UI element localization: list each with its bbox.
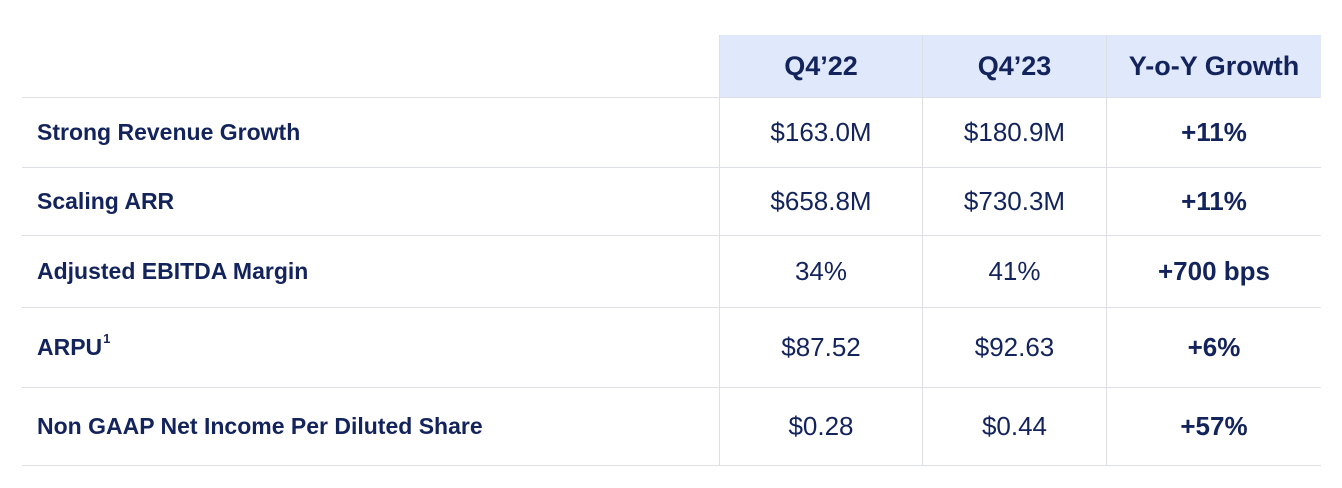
cell-yoy: +6% — [1106, 308, 1321, 387]
row-label: Adjusted EBITDA Margin — [22, 236, 719, 307]
table-header-row: Q4’22 Q4’23 Y-o-Y Growth — [22, 35, 1321, 98]
cell-q4-23: $730.3M — [922, 168, 1106, 235]
row-label: Scaling ARR — [22, 168, 719, 235]
cell-q4-23: $92.63 — [922, 308, 1106, 387]
cell-q4-23: $0.44 — [922, 388, 1106, 465]
header-q4-22: Q4’22 — [719, 35, 922, 97]
table-row: Strong Revenue Growth $163.0M $180.9M +1… — [22, 98, 1321, 168]
cell-yoy: +57% — [1106, 388, 1321, 465]
cell-q4-22: $0.28 — [719, 388, 922, 465]
cell-q4-23: 41% — [922, 236, 1106, 307]
table-row: ARPU 1 $87.52 $92.63 +6% — [22, 308, 1321, 388]
row-label: Strong Revenue Growth — [22, 98, 719, 167]
row-label-text: ARPU — [37, 334, 103, 360]
table-row: Non GAAP Net Income Per Diluted Share $0… — [22, 388, 1321, 466]
row-label-text: Adjusted EBITDA Margin — [37, 258, 309, 284]
table-row: Scaling ARR $658.8M $730.3M +11% — [22, 168, 1321, 236]
row-label-text: Scaling ARR — [37, 188, 175, 214]
row-label-text: Non GAAP Net Income Per Diluted Share — [37, 413, 483, 439]
header-blank-cell — [22, 35, 719, 97]
header-yoy-growth: Y-o-Y Growth — [1106, 35, 1321, 97]
cell-yoy: +11% — [1106, 168, 1321, 235]
row-label: ARPU 1 — [22, 308, 719, 387]
cell-yoy: +11% — [1106, 98, 1321, 167]
cell-q4-23: $180.9M — [922, 98, 1106, 167]
table-row: Adjusted EBITDA Margin 34% 41% +700 bps — [22, 236, 1321, 308]
cell-q4-22: $87.52 — [719, 308, 922, 387]
cell-q4-22: $163.0M — [719, 98, 922, 167]
cell-yoy: +700 bps — [1106, 236, 1321, 307]
cell-q4-22: $658.8M — [719, 168, 922, 235]
footnote-marker: 1 — [103, 331, 111, 346]
header-q4-23: Q4’23 — [922, 35, 1106, 97]
row-label-text: Strong Revenue Growth — [37, 119, 301, 145]
row-label: Non GAAP Net Income Per Diluted Share — [22, 388, 719, 465]
metrics-table: Q4’22 Q4’23 Y-o-Y Growth Strong Revenue … — [22, 35, 1321, 466]
cell-q4-22: 34% — [719, 236, 922, 307]
